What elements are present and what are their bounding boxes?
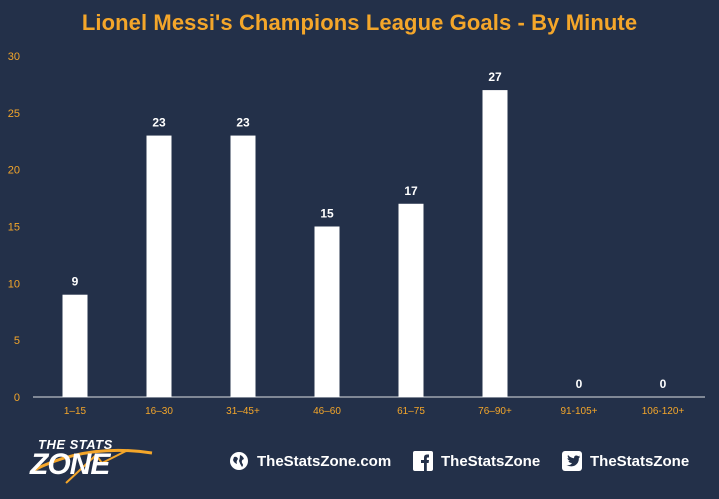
website-link[interactable]: TheStatsZone.com [229,450,391,472]
x-tick-label: 1–15 [64,406,87,417]
facebook-icon [413,451,433,471]
bar [314,226,340,397]
y-tick-label: 5 [14,335,20,347]
website-text: TheStatsZone.com [257,452,392,470]
data-label: 23 [152,116,166,130]
bar-chart: 0 5 10 15 20 25 30 9 23 23 15 17 27 0 0 1–15 16–30 31–4… [8,51,705,417]
bar [62,294,88,397]
logo-top-text: THE STATS [38,437,113,452]
data-label: 17 [404,184,418,198]
logo-swoosh-icon [31,448,153,484]
facebook-link[interactable]: TheStatsZone [413,450,540,472]
data-label: 27 [488,70,502,84]
bar [398,203,424,397]
footer: THE STATS ZONE TheStatsZone.com TheStats… [0,425,719,499]
x-tick-label: 61–75 [397,406,425,417]
x-tick-label: 31–45+ [226,406,260,417]
logo-main-text: ZONE [30,448,110,481]
y-tick-label: 0 [14,392,20,404]
facebook-text: TheStatsZone [441,452,541,470]
x-tick-label: 76–90+ [478,406,512,417]
y-tick-label: 10 [8,278,20,290]
data-label: 0 [576,377,583,391]
y-axis: 0 5 10 15 20 25 30 [8,51,20,404]
x-tick-label: 91-105+ [561,406,598,417]
data-label: 0 [660,377,667,391]
y-tick-label: 30 [8,51,20,63]
stats-zone-logo[interactable]: THE STATS ZONE [26,433,156,487]
y-tick-label: 25 [8,108,20,120]
bar [230,135,256,398]
x-tick-label: 16–30 [145,406,173,417]
data-label: 15 [320,207,334,221]
twitter-link[interactable]: TheStatsZone [562,450,689,472]
data-label: 23 [236,116,250,130]
value-labels: 9 23 23 15 17 27 0 0 [72,70,667,391]
x-tick-label: 46–60 [313,406,341,417]
x-tick-label: 106-120+ [642,406,685,417]
y-tick-label: 20 [8,165,20,177]
x-axis: 1–15 16–30 31–45+ 46–60 61–75 76–90+ 91-105+ 10… [64,406,685,417]
chart-title: Lionel Messi's Champions League Goals - … [81,10,638,35]
bar [146,135,172,398]
y-tick-label: 15 [8,222,20,234]
bar [482,90,508,397]
twitter-text: TheStatsZone [590,452,690,470]
bars [62,90,508,398]
data-label: 9 [72,275,79,289]
globe-icon [230,452,248,470]
twitter-icon [562,451,582,471]
